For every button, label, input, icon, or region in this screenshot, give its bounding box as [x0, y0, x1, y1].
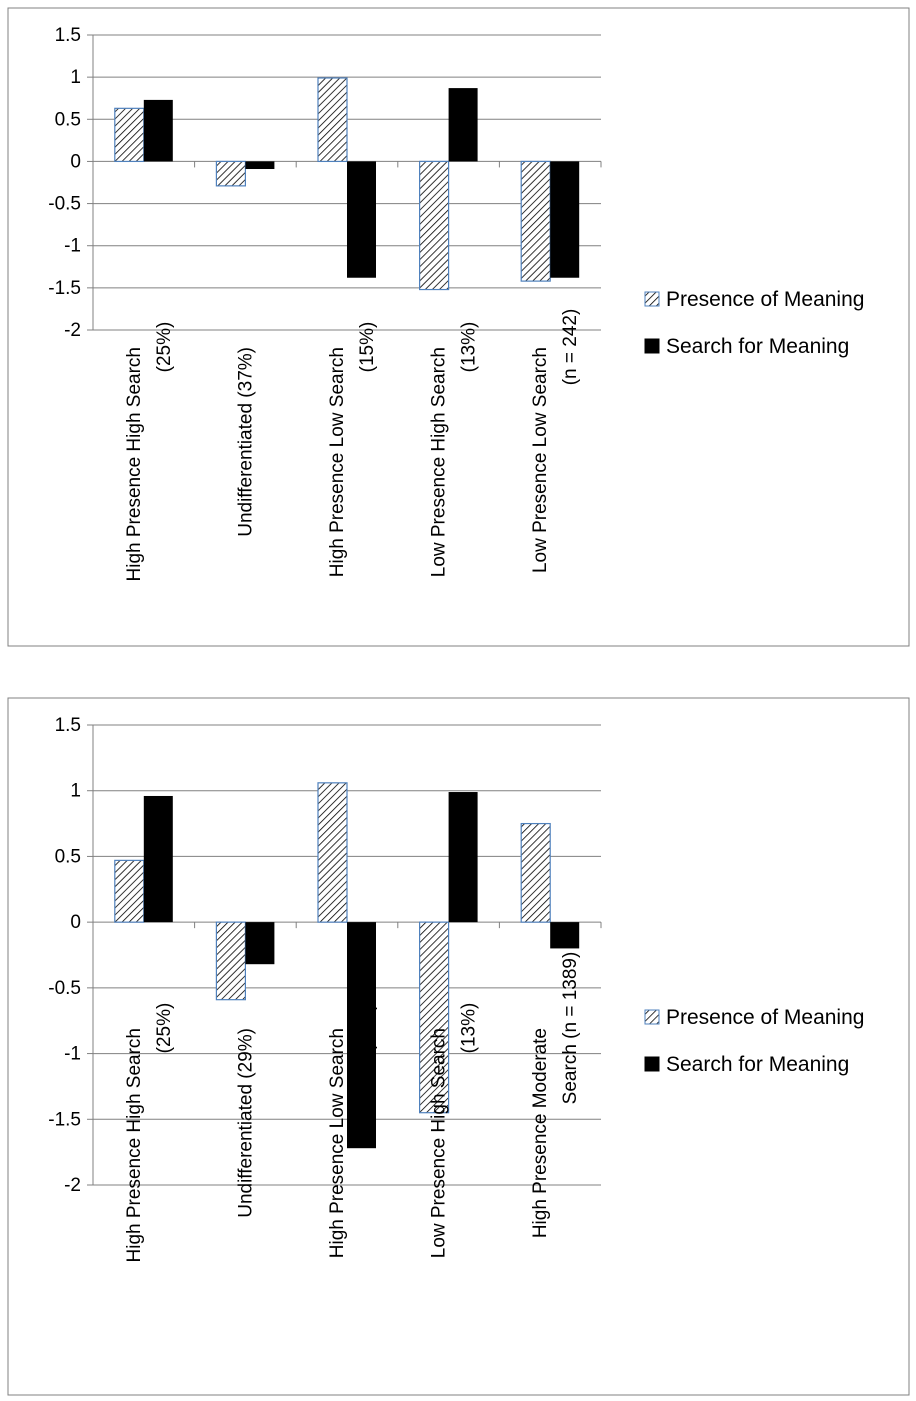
chart-1-bar-presence-3: [317, 77, 348, 163]
chart-1-ytick-label: -2: [64, 320, 81, 341]
chart-panel-1: 1.5 1 0.5 0 -0.5 -1 -1.5 -2 High Presence High S…: [0, 0, 916, 655]
chart-1-frame: [7, 7, 910, 647]
chart-1-bar-presence-1: [114, 107, 145, 163]
chart-1-category-label: Low Presence High Search: [429, 347, 450, 577]
chart-1-legend-swatch-search: [644, 338, 660, 354]
chart-1-bar-search-2: [245, 161, 275, 170]
chart-1-category-label: Undifferentiated (37%): [235, 347, 256, 537]
chart-1-bar-search-3: [347, 161, 376, 278]
chart-panel-2: 1.5 1 0.5 0 -0.5 -1 -1.5 -2 High Presence High S…: [0, 690, 916, 1401]
chart-1-category-label: Low Presence Low Search: [530, 347, 551, 573]
chart-2-category-label: Search (n = 1389): [560, 952, 581, 1105]
chart-2-category-label: Low Presence High Search: [429, 1028, 450, 1258]
chart-2-bar-presence-5: [520, 822, 551, 923]
chart-1-ytick-label: -0.5: [48, 194, 81, 215]
chart-1-bar-presence-5: [520, 160, 551, 282]
chart-2-ytick-label: 1.5: [55, 715, 81, 736]
chart-1-svg: 1.5 1 0.5 0 -0.5 -1 -1.5 -2 High Presence High S…: [7, 7, 910, 647]
chart-2-category-label: High Presence Moderate: [530, 1028, 551, 1238]
chart-1-bar-presence-2: [215, 160, 246, 187]
chart-2-category-label: (11%): [357, 1003, 378, 1052]
chart-2-ytick-label: -2: [64, 1175, 81, 1196]
chart-2-frame: [7, 697, 910, 1396]
chart-2-legend-swatch-presence: [644, 1009, 660, 1025]
chart-2-bar-presence-2: [215, 921, 246, 1001]
chart-2-category-label: (25%): [154, 1003, 175, 1054]
chart-2-bar-search-2: [245, 922, 275, 965]
chart-1-bar-search-1: [143, 99, 173, 162]
chart-2-category-label: Undifferentiated (29%): [235, 1028, 256, 1218]
chart-2-ytick-label: 1: [70, 781, 81, 802]
chart-1-ytick-label: -1: [64, 236, 81, 257]
chart-1-category-label: (25%): [154, 322, 175, 373]
chart-2-bar-search-1: [143, 795, 173, 923]
chart-1-bar-search-5: [550, 161, 580, 278]
chart-1-category-label: High Presence Low Search: [327, 347, 348, 577]
chart-1-legend-label-presence: Presence of Meaning: [666, 288, 864, 311]
chart-2-bar-search-3: [347, 922, 376, 1149]
chart-1-legend-label-search: Search for Meaning: [666, 335, 849, 358]
chart-2-category-label: (13%): [459, 1003, 480, 1054]
chart-1-ytick-label: -1.5: [48, 278, 81, 299]
chart-2-ytick-label: -1: [64, 1044, 81, 1065]
chart-1-bar-presence-4: [419, 160, 450, 291]
chart-2-legend-swatch-search: [644, 1056, 660, 1072]
chart-1-category-label: High Presence High Search: [124, 347, 145, 581]
chart-1-category-label: (15%): [357, 322, 378, 373]
chart-2-bar-search-5: [550, 922, 580, 949]
chart-2-bar-presence-1: [114, 859, 145, 923]
chart-2-ytick-label: 0.5: [55, 846, 81, 867]
chart-2-ytick-label: 0: [70, 912, 81, 933]
chart-2-legend-label-presence: Presence of Meaning: [666, 1006, 864, 1029]
chart-2-ytick-label: -0.5: [48, 978, 81, 999]
chart-1-bar-search-4: [448, 88, 478, 162]
chart-2-bar-search-4: [448, 792, 478, 923]
chart-1-legend-swatch-presence: [644, 291, 660, 307]
chart-1-ytick-label: 1: [70, 67, 81, 88]
chart-1-category-label: (13%): [459, 322, 480, 373]
chart-1-category-label: (n = 242): [560, 309, 581, 386]
chart-2-legend-label-search: Search for Meaning: [666, 1053, 849, 1076]
chart-2-svg: 1.5 1 0.5 0 -0.5 -1 -1.5 -2 High Presence High S…: [7, 697, 910, 1396]
chart-1-ytick-label: 0: [70, 151, 81, 172]
chart-1-ytick-label: 1.5: [55, 25, 81, 46]
chart-1-ytick-label: 0.5: [55, 109, 81, 130]
chart-2-category-label: High Presence Low Search: [327, 1028, 348, 1258]
chart-2-category-label: High Presence High Search: [124, 1028, 145, 1262]
chart-2-bar-presence-4: [419, 921, 450, 1114]
chart-2-bar-presence-3: [317, 782, 348, 923]
chart-2-ytick-label: -1.5: [48, 1109, 81, 1130]
